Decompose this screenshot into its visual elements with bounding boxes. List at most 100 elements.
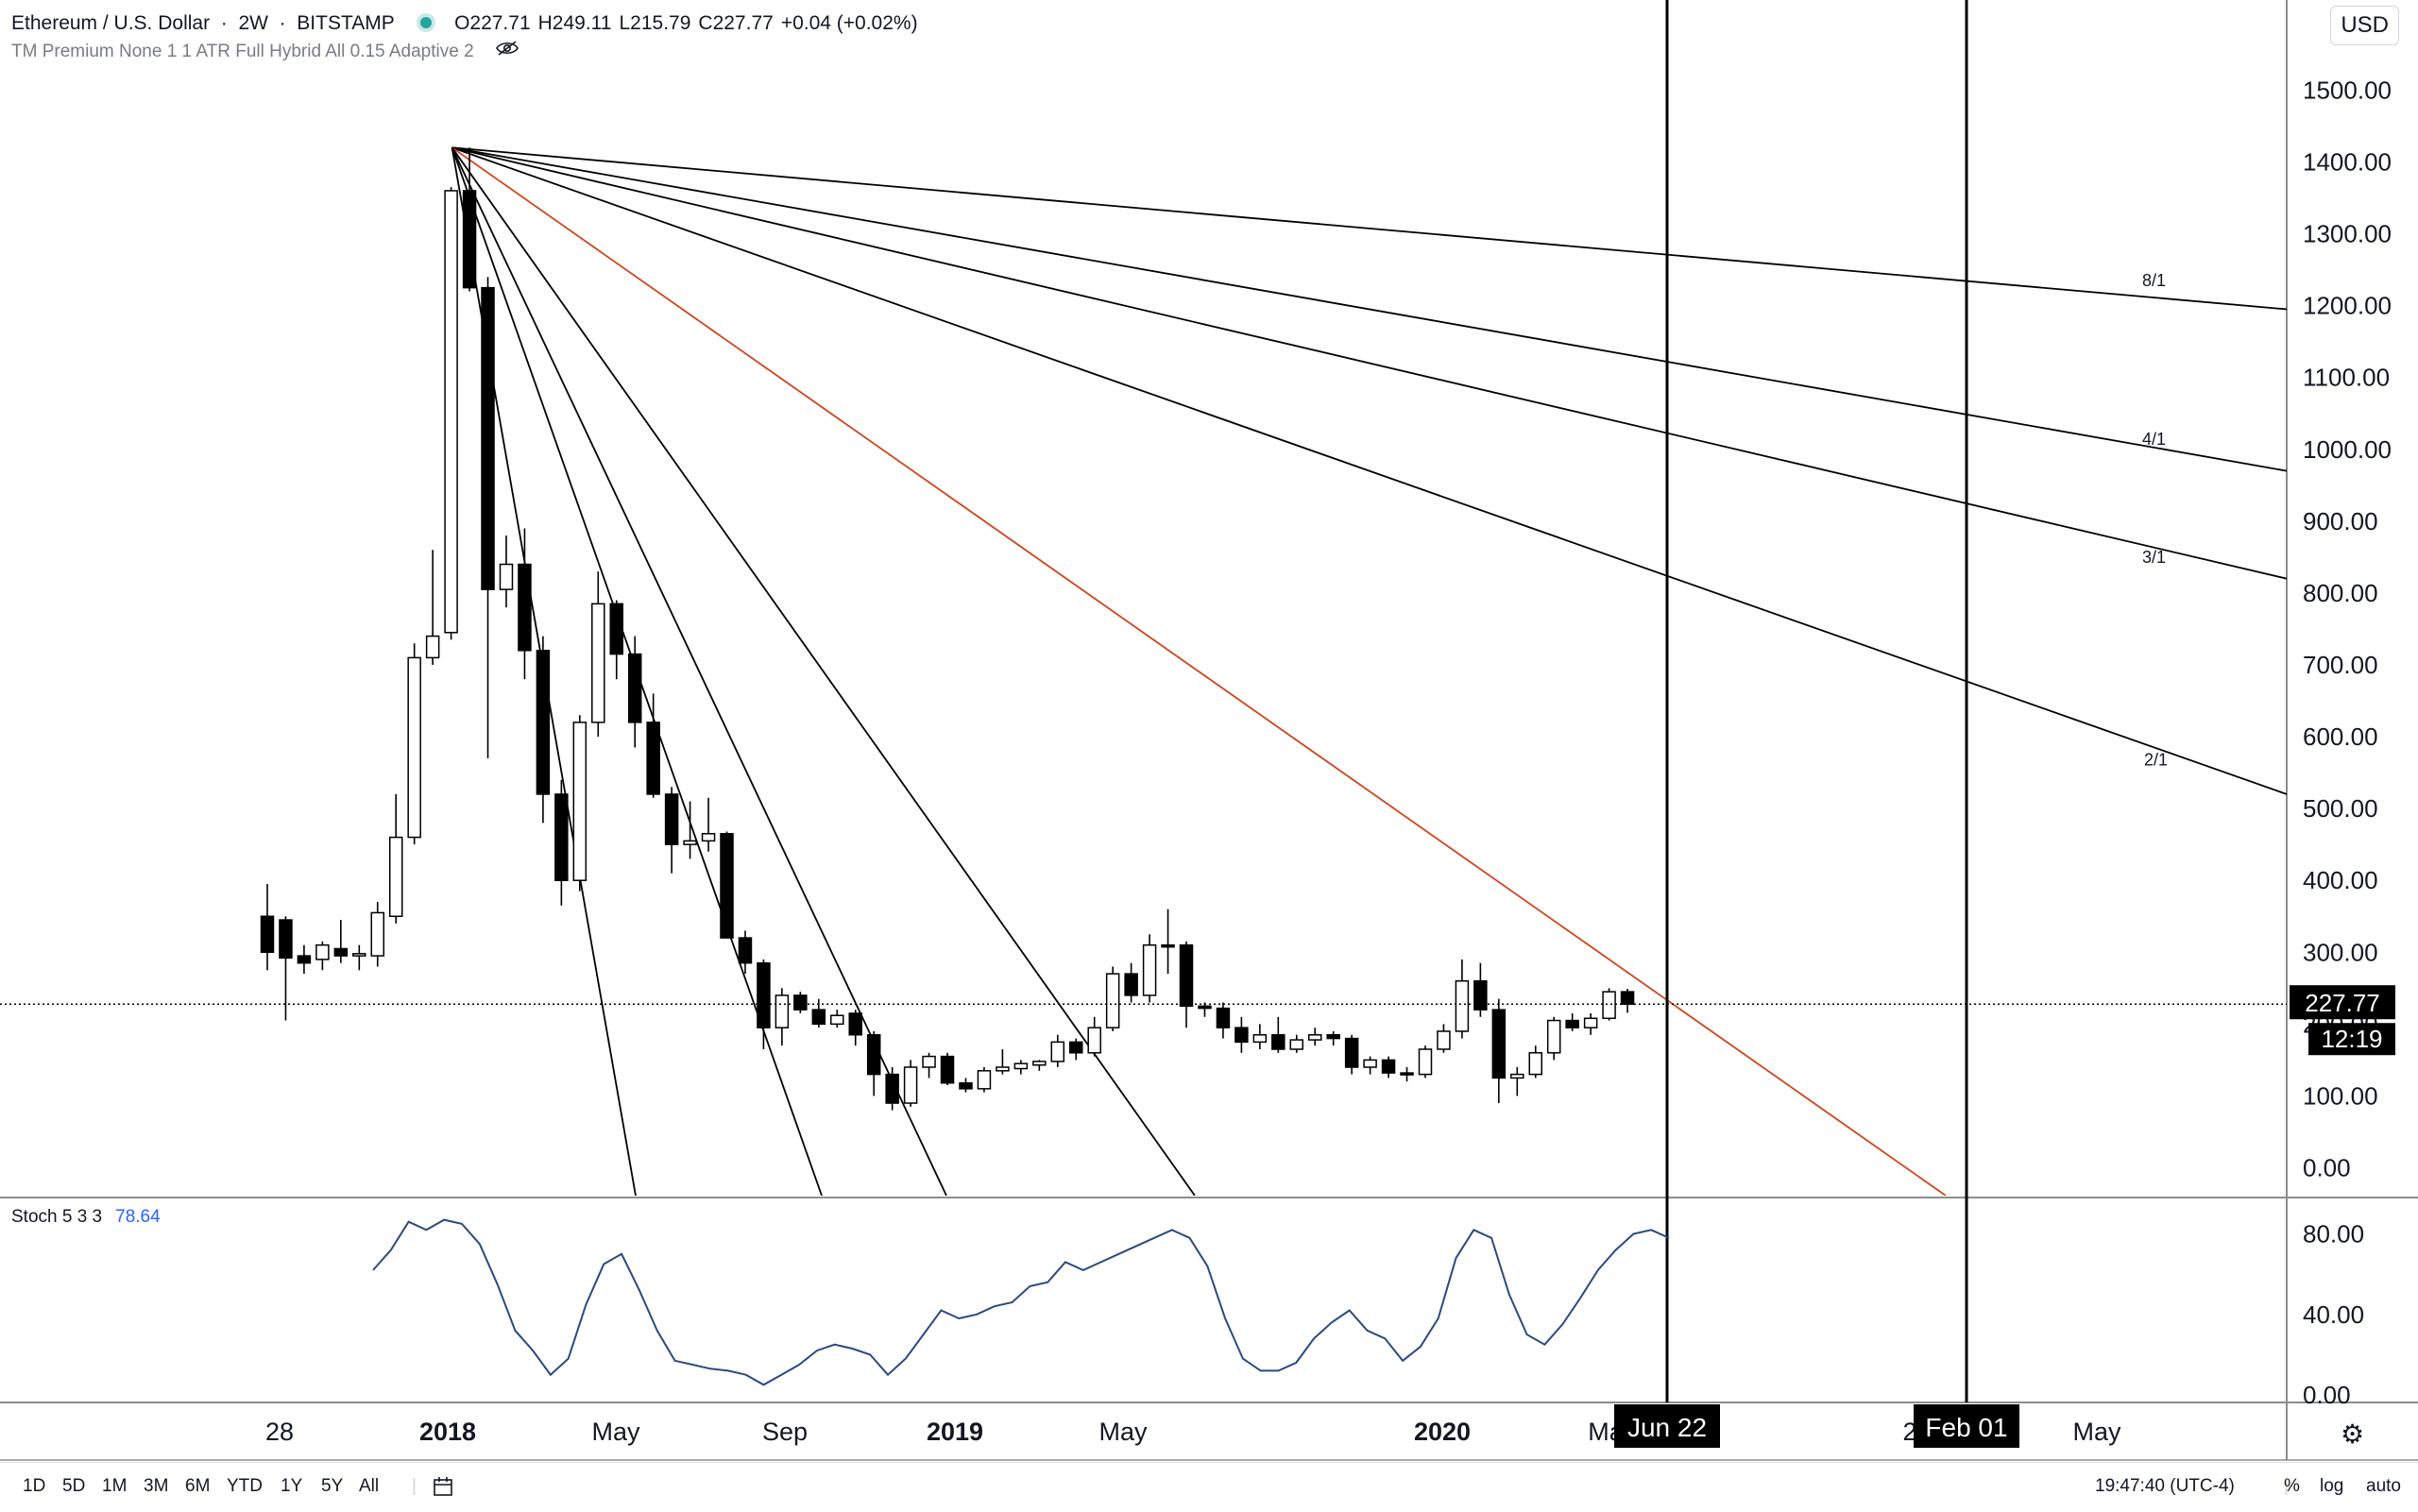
candle-down [959, 1081, 973, 1090]
price-tick-label: 1200.00 [2303, 292, 2392, 320]
toolbar-divider: | [2284, 1476, 2289, 1496]
candle-up [572, 722, 587, 881]
range-button-1d[interactable]: 1D [23, 1476, 46, 1496]
stoch-label[interactable]: Stoch 5 3 3 [11, 1207, 103, 1227]
currency-button[interactable]: USD [2330, 6, 2399, 45]
fan-ratio-label: 2/1 [2144, 751, 2168, 770]
candle-up [903, 1066, 918, 1104]
last-price-line: 227.77 12:19 [0, 985, 2395, 1056]
candle-down [260, 915, 275, 954]
fan-line-2-1[interactable] [451, 146, 2287, 795]
candle-up [1050, 1041, 1065, 1062]
candle-down [462, 190, 477, 289]
price-axis[interactable]: 1500.00 1400.00 1300.00 1200.00 1100.00 1000.… [2303, 76, 2392, 1181]
range-button-6m[interactable]: 6M [185, 1476, 211, 1496]
settings-gear-icon[interactable]: ⚙ [2341, 1419, 2365, 1449]
price-tick-label: 1400.00 [2303, 148, 2392, 177]
candle-down [1381, 1059, 1396, 1074]
candle-up [425, 635, 440, 659]
candle-up [1528, 1052, 1542, 1076]
auto-toggle[interactable]: auto [2366, 1476, 2401, 1496]
fan-line-1-1[interactable] [451, 146, 1947, 1196]
candles [260, 147, 1635, 1111]
candle-down [1620, 991, 1635, 1005]
fan-line-3-1[interactable] [451, 146, 2287, 580]
range-button-all[interactable]: All [359, 1476, 380, 1496]
candle-down [1124, 973, 1138, 996]
candle-up [591, 603, 605, 723]
time-marker-badge[interactable] [1614, 1404, 1720, 1448]
change-value: +0.04 (+0.02%) [780, 12, 918, 34]
range-button-3m[interactable]: 3M [144, 1476, 169, 1496]
candle-down [866, 1034, 881, 1076]
range-button-5d[interactable]: 5D [62, 1476, 86, 1496]
candle-down [1235, 1027, 1249, 1044]
calendar-icon[interactable] [433, 1476, 453, 1503]
candle-up [1252, 1034, 1268, 1044]
fan-line-8-1[interactable] [451, 146, 2287, 311]
indicator-label[interactable]: TM Premium None 1 1 ATR Full Hybrid All … [11, 42, 474, 62]
price-tick-label: 1300.00 [2303, 220, 2392, 248]
fan-ratio-label: 3/1 [2142, 548, 2166, 567]
time-tick-label: May [591, 1418, 640, 1446]
candle-up [1418, 1048, 1433, 1076]
candle-down [481, 286, 495, 590]
candle-up [499, 563, 514, 590]
candle-down [554, 793, 569, 881]
range-button-ytd[interactable]: YTD [227, 1476, 263, 1496]
hide-eye-icon[interactable] [495, 38, 519, 66]
fan-line-1-2[interactable] [451, 146, 1196, 1196]
price-tick-label: 100.00 [2303, 1081, 2378, 1110]
low-value: L215.79 [619, 12, 691, 34]
log-toggle[interactable]: log [2320, 1476, 2344, 1496]
legend-sep: · [273, 12, 292, 34]
candle-up [977, 1070, 992, 1090]
time-marker-badge[interactable] [1914, 1404, 2019, 1448]
candle-down [627, 653, 642, 723]
candle-up [1142, 943, 1157, 996]
candle-up [407, 656, 421, 839]
stoch-tick-label: 40.00 [2303, 1300, 2364, 1329]
candle-up [1289, 1039, 1304, 1050]
candle-up [388, 836, 403, 918]
candle-down [720, 833, 734, 939]
range-button-1m[interactable]: 1M [102, 1476, 128, 1496]
gann-fan[interactable]: 8/1 4/1 3/1 2/1 [451, 146, 2287, 1196]
candle-down [1473, 979, 1488, 1011]
candle-up [315, 943, 330, 960]
stoch-tick-label: 0.00 [2303, 1381, 2351, 1409]
candle-up [1437, 1030, 1451, 1050]
price-tick-label: 300.00 [2303, 938, 2378, 966]
clock-time[interactable]: 19:47:40 (UTC-4) [2095, 1476, 2235, 1496]
range-button-5y[interactable]: 5Y [321, 1476, 344, 1496]
interval-label[interactable]: 2W [238, 12, 268, 34]
stoch-value: 78.64 [115, 1207, 161, 1227]
exchange-label: BITSTAMP [297, 12, 395, 34]
fan-ratio-label: 4/1 [2142, 430, 2166, 449]
range-button-1y[interactable]: 1Y [281, 1476, 303, 1496]
fan-line-1-3[interactable] [451, 146, 947, 1196]
candle-down [1344, 1037, 1359, 1068]
time-tick-label: 2019 [927, 1418, 983, 1446]
candle-up [701, 833, 716, 842]
candle-up [1546, 1019, 1561, 1054]
candle-up [1307, 1034, 1322, 1041]
candle-down [1565, 1019, 1579, 1028]
stoch-tick-label: 80.00 [2303, 1220, 2364, 1249]
time-marker-label: Feb 01 [1925, 1413, 2007, 1442]
fan-line-4-1[interactable] [451, 146, 2287, 472]
time-tick-label: May [1098, 1418, 1148, 1446]
candle-down [738, 937, 753, 964]
time-tick-label: 28 [265, 1418, 294, 1446]
chart-legend: Ethereum / U.S. Dollar · 2W · BITSTAMP O… [11, 9, 926, 66]
symbol-title[interactable]: Ethereum / U.S. Dollar [11, 12, 211, 34]
price-tick-label: 500.00 [2303, 794, 2378, 823]
candle-down [1271, 1034, 1286, 1050]
candle-up [683, 840, 697, 845]
price-tick-label: 0.00 [2303, 1154, 2351, 1182]
vertical-markers[interactable] [1665, 0, 1968, 1402]
candle-up [370, 911, 385, 957]
percent-toggle[interactable]: % [2284, 1476, 2300, 1496]
